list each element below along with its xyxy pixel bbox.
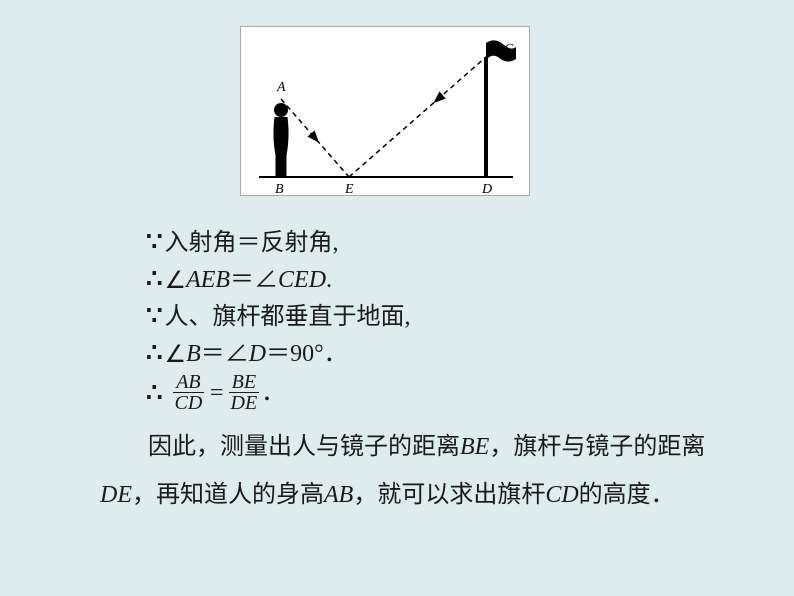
angle-symbol: ∠ [165, 337, 187, 373]
denominator-de: DE [229, 392, 260, 413]
angle-d: D [249, 341, 266, 367]
line3-text: 人、旗杆都垂直于地面, [165, 304, 411, 330]
proof-line-1: ∵入射角＝反射角, [146, 224, 720, 261]
period: . [326, 267, 332, 293]
equals-angle: ＝∠ [230, 267, 278, 293]
svg-text:E: E [344, 182, 354, 197]
denominator-cd: CD [173, 392, 205, 413]
therefore-symbol: ∴ [146, 264, 165, 293]
line1-text: 入射角＝反射角, [165, 230, 339, 256]
var-be: BE [460, 434, 489, 460]
proof-line-5: ∴ AB CD = BE DE ． [146, 372, 720, 413]
svg-text:B: B [275, 182, 284, 197]
conclusion-text-4: ，就可以求出旗杆 [353, 482, 545, 508]
svg-text:C: C [504, 42, 514, 57]
conclusion-text-1: 因此，测量出人与镜子的距离 [148, 434, 460, 460]
proof-line-3: ∵人、旗杆都垂直于地面, [146, 298, 720, 335]
reflection-diagram: A B E D C [240, 26, 530, 196]
fraction-be-de: BE DE [229, 372, 260, 413]
numerator-ab: AB [174, 372, 202, 392]
svg-text:D: D [481, 182, 492, 197]
proof-line-2: ∴∠AEB＝∠CED. [146, 261, 720, 298]
fraction-ab-cd: AB CD [173, 372, 205, 413]
var-de: DE [100, 482, 132, 508]
conclusion-text-2: ，旗杆与镜子的距离 [489, 434, 705, 460]
proof-content: ∵入射角＝反射角, ∴∠AEB＝∠CED. ∵人、旗杆都垂直于地面, ∴∠B＝∠… [100, 224, 720, 519]
period: ． [261, 373, 285, 413]
numerator-be: BE [230, 372, 258, 392]
therefore-symbol: ∴ [146, 338, 165, 367]
equals-sign: = [208, 373, 224, 413]
angle-aeb: AEB [186, 267, 230, 293]
proof-line-4: ∴∠B＝∠D＝90°． [146, 335, 720, 372]
angle-b: B [186, 341, 201, 367]
svg-text:A: A [276, 80, 286, 95]
because-symbol: ∵ [146, 227, 165, 256]
var-cd: CD [545, 482, 578, 508]
equals-angle: ＝∠ [201, 341, 249, 367]
conclusion-text-3: ，再知道人的身高 [132, 482, 324, 508]
diagram-svg: A B E D C [241, 27, 531, 197]
angle-symbol: ∠ [165, 263, 187, 299]
therefore-symbol: ∴ [146, 373, 165, 413]
var-ab: AB [324, 482, 353, 508]
conclusion-text-5: 的高度． [579, 482, 675, 508]
because-symbol: ∵ [146, 301, 165, 330]
conclusion-paragraph: 因此，测量出人与镜子的距离BE，旗杆与镜子的距离 DE，再知道人的身高AB，就可以… [100, 423, 720, 519]
angle-ced: CED [278, 267, 326, 293]
equals-90: ＝90°． [266, 341, 348, 367]
